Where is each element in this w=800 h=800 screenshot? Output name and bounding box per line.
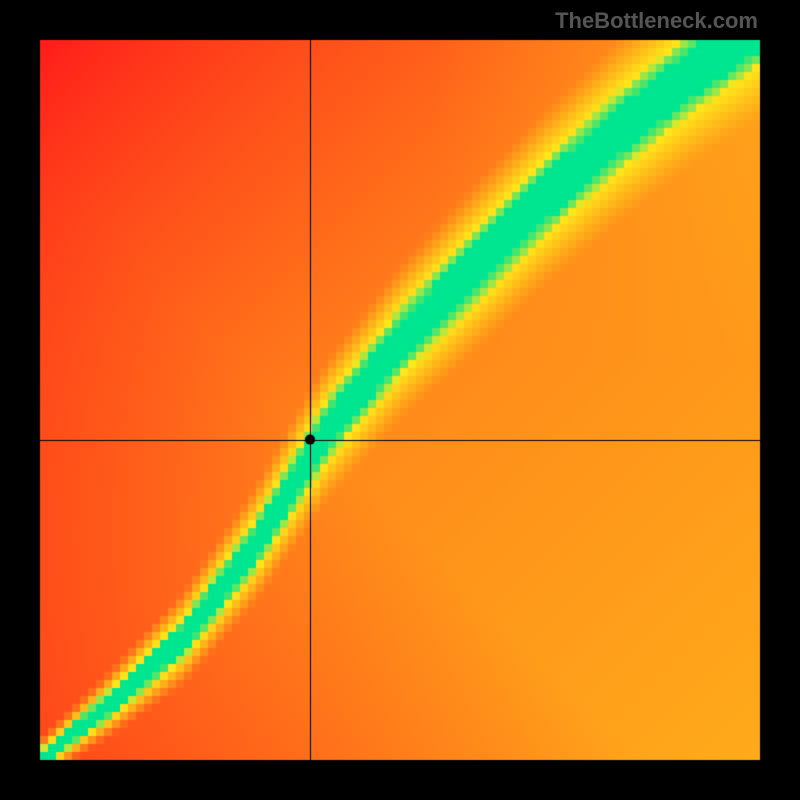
bottleneck-heatmap: [0, 0, 800, 800]
watermark-text: TheBottleneck.com: [555, 8, 758, 34]
